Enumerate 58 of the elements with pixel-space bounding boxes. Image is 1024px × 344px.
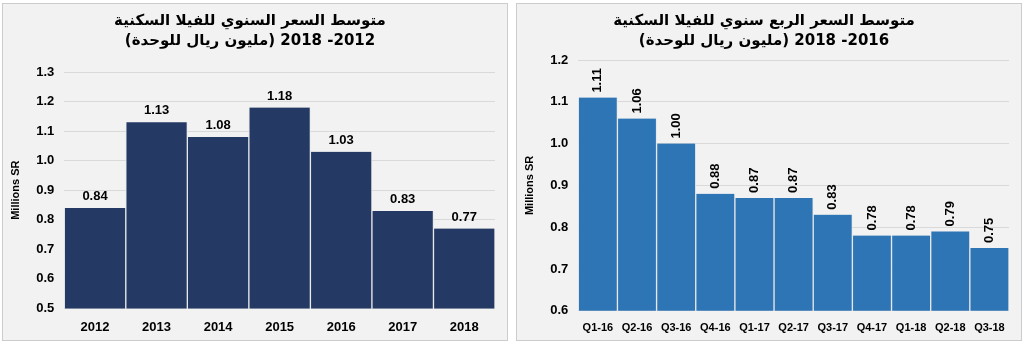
x-tick-label: 2016 — [326, 318, 356, 334]
y-tick-label: 1.1 — [550, 93, 569, 109]
data-label: 0.78 — [902, 205, 918, 231]
y-tick-label: 0.8 — [36, 211, 55, 227]
chart-title: متوسط السعر الربع سنوي للفيلا السكنية — [613, 10, 915, 30]
data-label: 1.03 — [328, 131, 354, 147]
y-tick-label: 0.5 — [36, 299, 55, 315]
y-tick-label: 0.6 — [550, 302, 569, 318]
data-label: 1.00 — [667, 113, 683, 139]
y-tick-label: 0.6 — [36, 270, 55, 286]
data-label: 0.87 — [785, 167, 801, 193]
y-tick-label: 1.0 — [36, 152, 55, 168]
x-tick-label: Q2-18 — [934, 321, 966, 334]
data-label: 1.18 — [266, 87, 293, 103]
y-tick-label: 1.1 — [36, 122, 55, 138]
x-tick-label: Q3-18 — [974, 321, 1005, 334]
x-tick-label: Q4-17 — [856, 321, 888, 334]
data-label: 0.77 — [451, 208, 477, 224]
x-tick-label: 2015 — [265, 318, 295, 334]
chart-subtitle: (مليون ريال للوحدة) 2012- 2018 — [124, 30, 376, 49]
y-tick-label: 0.9 — [550, 176, 569, 192]
x-tick-label: Q3-16 — [660, 321, 692, 334]
data-label: 1.11 — [589, 68, 605, 93]
data-label: 0.84 — [82, 188, 109, 204]
x-tick-label: 2012 — [80, 318, 110, 334]
data-label: 0.83 — [824, 184, 840, 210]
y-tick-label: 0.9 — [36, 181, 55, 197]
data-label: 1.13 — [143, 102, 170, 118]
data-label: 1.06 — [628, 88, 644, 114]
data-label: 0.88 — [706, 163, 722, 189]
data-label: 0.83 — [390, 190, 416, 206]
y-tick-label: 1.0 — [550, 135, 569, 151]
x-tick-label: 2018 — [449, 318, 479, 334]
x-tick-label: Q2-17 — [778, 321, 809, 334]
chart-subtitle: (مليون ريال للوحدة) 2016- 2018 — [638, 30, 890, 49]
x-tick-label: 2014 — [203, 318, 234, 334]
y-tick-label: 0.7 — [550, 260, 569, 276]
x-tick-label: 2013 — [142, 318, 172, 334]
x-tick-label: 2017 — [388, 318, 418, 334]
x-tick-label: Q1-16 — [582, 321, 614, 334]
y-tick-label: 1.3 — [36, 63, 55, 79]
chart-title: متوسط السعر السنوي للفيلا السكنية — [114, 10, 386, 30]
x-tick-label: Q1-17 — [739, 321, 770, 334]
x-tick-label: Q1-18 — [895, 321, 927, 334]
x-tick-label: Q4-16 — [700, 321, 731, 334]
y-tick-label: 1.2 — [36, 93, 55, 109]
data-label: 0.75 — [981, 217, 996, 244]
y-tick-label: 0.8 — [550, 218, 569, 234]
y-tick-label: 1.2 — [550, 51, 569, 67]
data-label: 0.78 — [863, 205, 879, 231]
x-tick-label: Q2-16 — [621, 321, 653, 334]
data-label: 1.08 — [205, 117, 231, 133]
y-axis-title: Millions SR — [8, 160, 21, 220]
data-label: 0.87 — [746, 167, 762, 193]
y-axis-title: Millions SR — [522, 155, 535, 216]
y-tick-label: 0.7 — [36, 240, 55, 256]
data-label: 0.79 — [941, 201, 957, 227]
x-tick-label: Q3-17 — [817, 321, 849, 334]
